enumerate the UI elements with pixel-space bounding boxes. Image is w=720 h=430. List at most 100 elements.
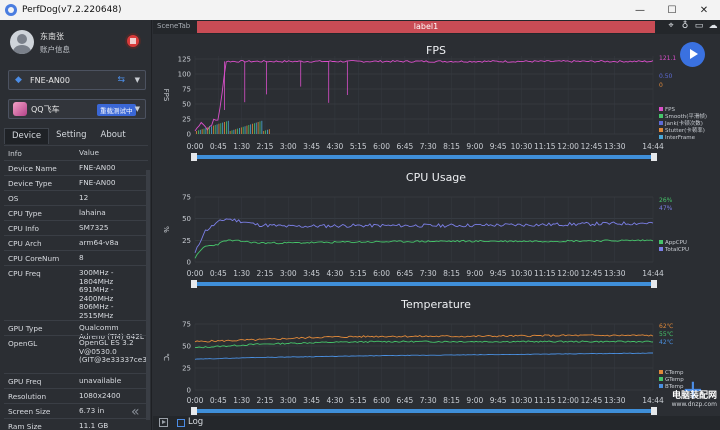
x-tick-label: 3:45 (303, 269, 320, 278)
row-key: CPU Info (8, 224, 39, 233)
watermark: 电脑装配网 www.dnzp.com (672, 388, 717, 408)
slider-handle-right (651, 153, 657, 161)
row-value: 12 (79, 194, 89, 202)
chart-title: CPU Usage (406, 171, 466, 184)
x-tick-label: 14:44 (642, 269, 664, 278)
table-row: CPU CoreNum 8 (4, 250, 148, 265)
account-info-link[interactable]: 账户信息 (40, 45, 70, 54)
device-select[interactable]: ◆ FNE-AN00 ⇆ ▼ (8, 70, 146, 90)
minimize-button[interactable]: — (635, 4, 645, 16)
row-value: 1080x2400 (79, 392, 121, 400)
cloud-icon[interactable]: ☁ (708, 21, 718, 31)
legend-swatch (659, 377, 663, 381)
current-value-label: 62℃ (659, 323, 674, 330)
x-tick-label: 8:15 (443, 269, 460, 278)
x-tick-label: 1:30 (233, 142, 250, 151)
y-tick-label: 25 (182, 116, 191, 124)
row-value: FNE-AN00 (79, 179, 116, 187)
user-panel: 东南张 账户信息 (10, 28, 145, 60)
close-button[interactable]: ✕ (699, 4, 709, 16)
row-value: 300MHz - 1804MHz 691MHz - 2400MHz 806MHz… (79, 269, 114, 320)
x-tick-label: 12:00 (557, 396, 579, 405)
table-row: Screen Size 6.73 in (4, 403, 148, 418)
current-value-label: 47% (659, 205, 673, 212)
slider-handle-left (191, 407, 197, 415)
chevron-down-icon: ▼ (134, 76, 140, 84)
legend-label: BTemp (665, 384, 684, 390)
x-tick-label: 0:45 (210, 269, 227, 278)
scene-tab[interactable]: SceneTab (157, 22, 191, 30)
current-value-label: 55℃ (659, 331, 674, 338)
x-tick-label: 13:30 (604, 269, 626, 278)
device-name: FNE-AN00 (30, 75, 70, 85)
y-tick-label: 0 (187, 387, 191, 395)
y-tick-label: 50 (182, 101, 191, 109)
table-row: CPU Info SM7325 (4, 220, 148, 235)
row-key: Device Type (8, 179, 53, 188)
label-bar[interactable]: label1 (197, 21, 655, 33)
time-slider (195, 409, 653, 413)
charts-area: FPS FPS 0 25 50 75 100 125 0:00 0:45 1:30 2:15 3:00 3… (162, 44, 707, 415)
x-tick-label: 6:45 (396, 396, 413, 405)
x-tick-label: 9:00 (466, 269, 483, 278)
location-icon[interactable]: ⌖ (668, 21, 674, 31)
row-key: GPU Freq (8, 377, 42, 386)
x-tick-label: 0:00 (187, 142, 204, 151)
slider-handle-right (651, 280, 657, 288)
table-row: OS 12 (4, 190, 148, 205)
pin-icon[interactable]: ♁ (681, 21, 689, 31)
x-tick-label: 10:30 (511, 142, 533, 151)
device-icon: ◆ (15, 75, 22, 85)
sidebar-scrollbar[interactable] (146, 170, 150, 420)
x-tick-label: 10:30 (511, 396, 533, 405)
current-value-label: 121.1 (659, 55, 676, 62)
user-name: 东南张 (40, 32, 64, 41)
x-tick-label: 9:45 (490, 396, 507, 405)
app-select[interactable]: QQ飞车 重载测试中 ▼ (8, 99, 146, 119)
x-tick-label: 3:45 (303, 396, 320, 405)
x-tick-label: 2:15 (257, 142, 274, 151)
x-tick-label: 4:30 (326, 142, 343, 151)
maximize-button[interactable]: ☐ (667, 4, 677, 16)
x-tick-label: 7:30 (420, 396, 437, 405)
x-tick-label: 1:30 (233, 396, 250, 405)
avatar[interactable] (10, 30, 34, 54)
x-tick-label: 8:15 (443, 396, 460, 405)
bottom-bar: Log (153, 416, 720, 430)
add-button[interactable]: + (682, 375, 704, 405)
y-tick-label: 75 (182, 86, 191, 94)
collapse-sidebar-icon[interactable]: « (131, 404, 140, 420)
legend-swatch (659, 240, 663, 244)
play-button[interactable] (680, 42, 705, 67)
record-button[interactable] (125, 33, 141, 49)
x-tick-label: 0:00 (187, 396, 204, 405)
x-tick-label: 11:15 (534, 142, 556, 151)
tab-device[interactable]: Device (4, 128, 50, 144)
window-controls: — ☐ ✕ (624, 0, 720, 20)
x-tick-label: 6:00 (373, 396, 390, 405)
x-tick-label: 9:00 (466, 396, 483, 405)
x-tick-label: 6:00 (373, 142, 390, 151)
chart-title: FPS (426, 44, 446, 57)
row-value: unavailable (79, 377, 122, 385)
x-tick-label: 4:30 (326, 269, 343, 278)
expand-icon[interactable] (159, 418, 168, 427)
y-tick-label: 50 (182, 215, 191, 223)
table-row: Device Name FNE-AN00 (4, 160, 148, 175)
log-checkbox[interactable] (177, 419, 185, 427)
tab-about[interactable]: About (100, 130, 126, 140)
table-row: Device Type FNE-AN00 (4, 175, 148, 190)
table-row: Ram Size 11.1 GB (4, 418, 148, 430)
row-key: CPU Arch (8, 239, 42, 248)
tab-setting[interactable]: Setting (56, 130, 87, 140)
x-tick-label: 0:45 (210, 142, 227, 151)
folder-icon[interactable]: ▭ (694, 21, 704, 31)
row-value: Qualcomm Adreno (TM) 642L (79, 324, 144, 341)
app-tag-badge: 重载测试中 (97, 104, 136, 116)
x-tick-label: 13:30 (604, 142, 626, 151)
series-line-fps (194, 59, 654, 132)
y-tick-label: 25 (182, 365, 191, 373)
row-key: Resolution (8, 392, 47, 401)
series-line-ctemp (194, 334, 654, 343)
chart-title: Temperature (400, 298, 471, 311)
